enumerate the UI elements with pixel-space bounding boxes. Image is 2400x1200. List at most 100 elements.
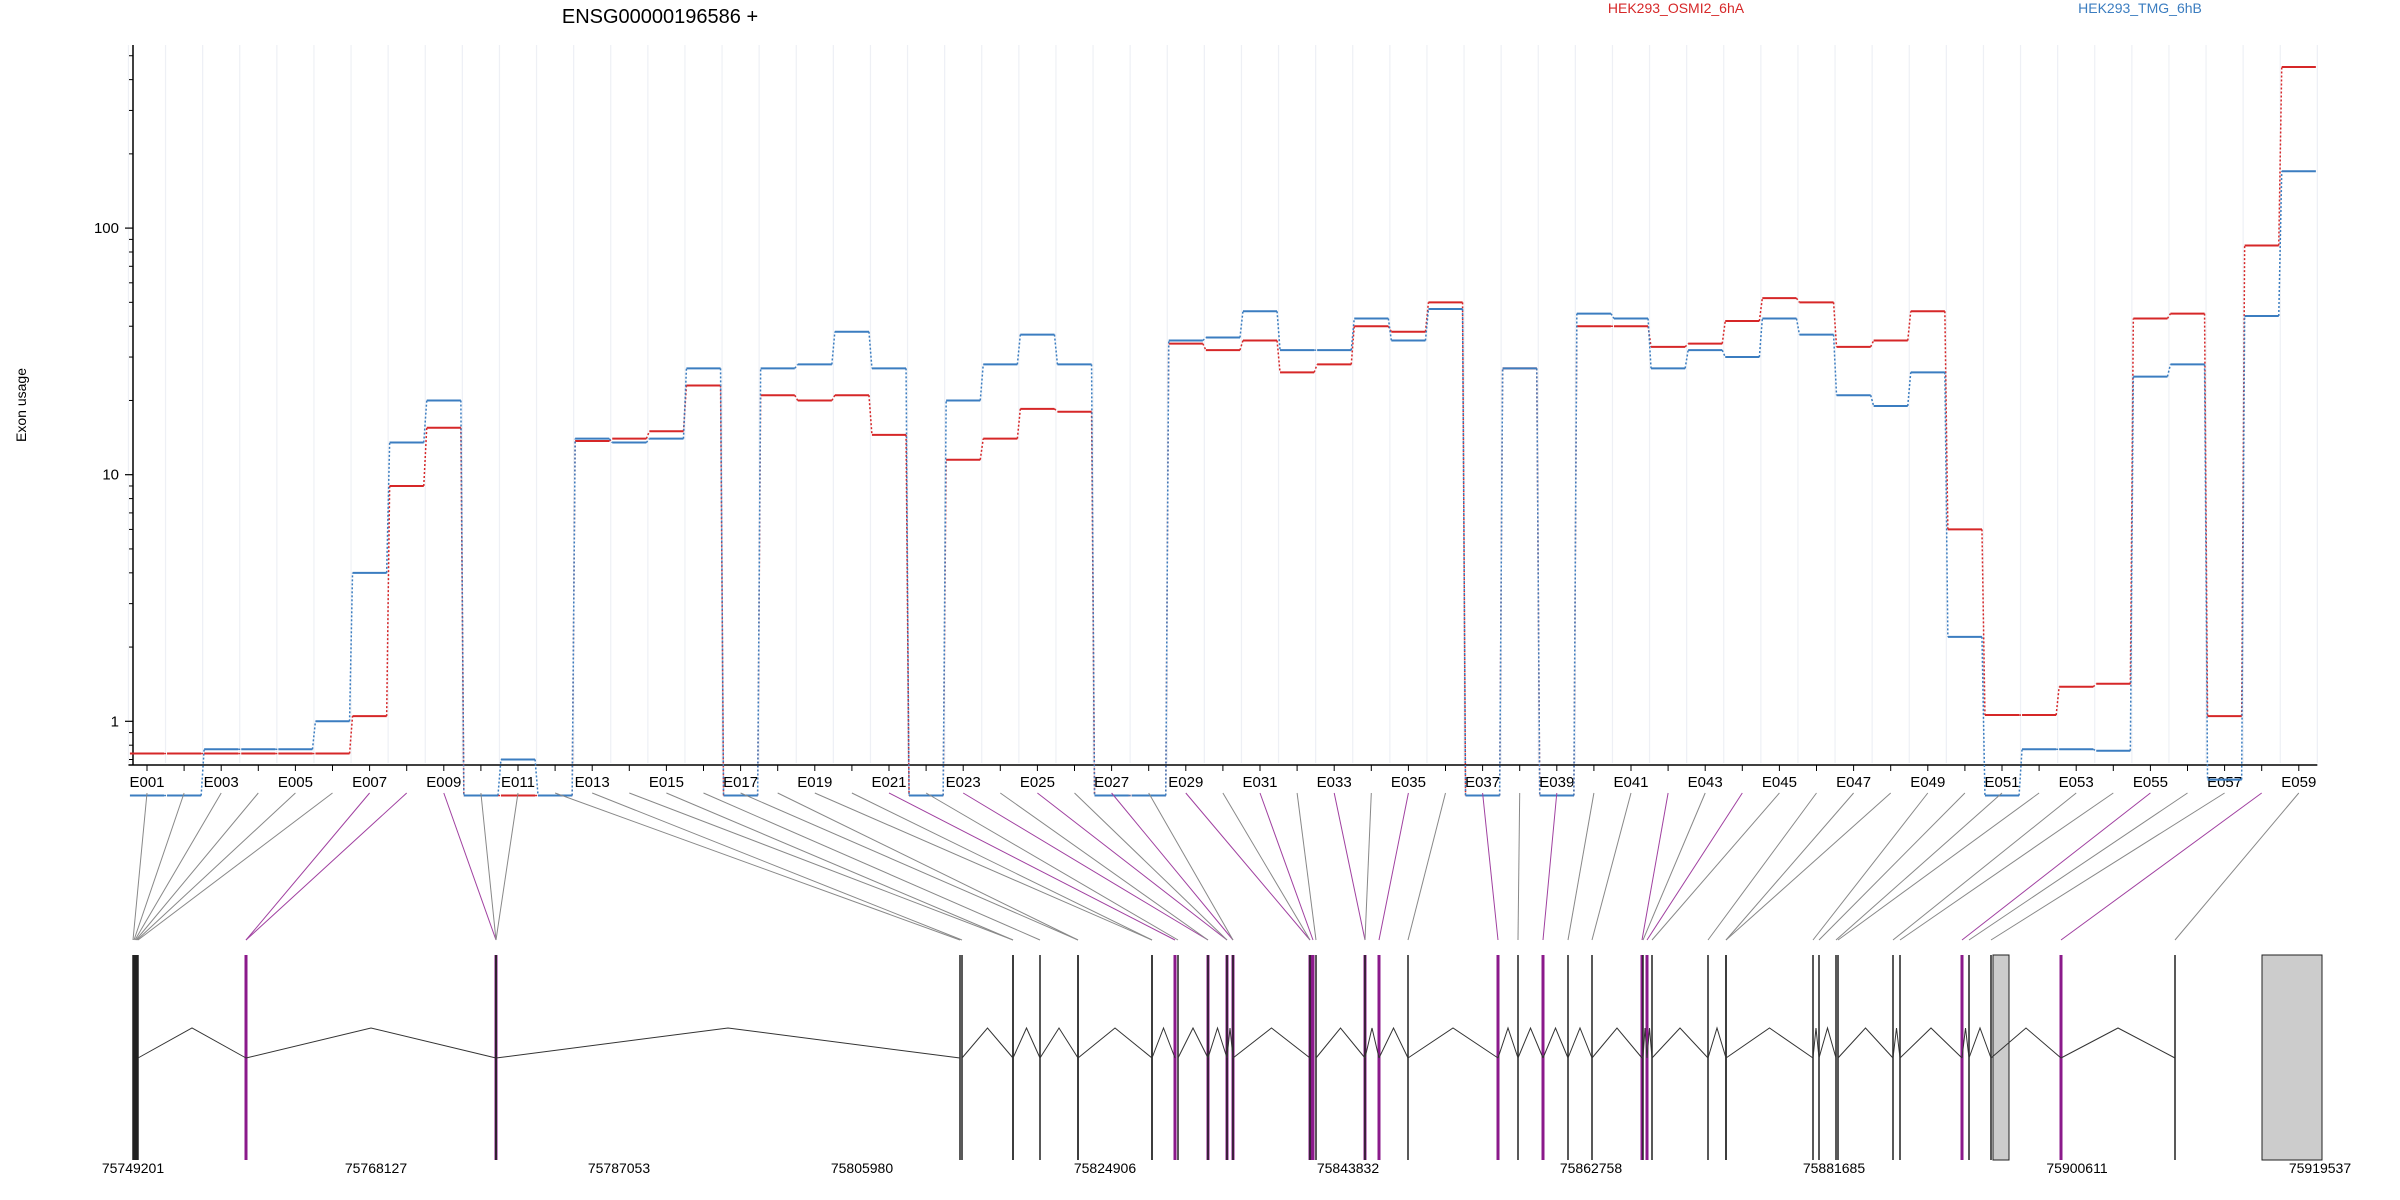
x-tick-label: E035 xyxy=(1391,774,1426,791)
x-tick-label: E009 xyxy=(426,774,461,791)
exon-connector xyxy=(1222,792,1311,941)
intron-line xyxy=(961,1027,1014,1059)
series-connector xyxy=(608,438,613,444)
intron-line xyxy=(1517,1026,1544,1059)
exon-connector xyxy=(1892,792,2077,941)
series-connector xyxy=(1536,368,1541,796)
axes: 1 10 100 E001 E003 E005 E007 E009 E011 E013 E015 E0… xyxy=(94,45,2318,791)
x-tick-label: E047 xyxy=(1836,774,1871,791)
intron-line xyxy=(1646,1027,1653,1059)
intron-line xyxy=(1039,1027,1079,1059)
series-connector xyxy=(1276,311,1281,351)
exon-connector xyxy=(814,792,1153,941)
x-tick-label: E021 xyxy=(871,774,906,791)
exon-connector xyxy=(1812,792,1929,941)
intron-line xyxy=(1707,1026,1727,1059)
exon-connector xyxy=(245,792,408,941)
exon-connector xyxy=(443,792,497,941)
intron-line xyxy=(1177,1026,1209,1059)
exon-connector xyxy=(245,792,370,941)
intron-line xyxy=(245,1027,497,1059)
series-connector xyxy=(1424,302,1430,332)
intron-line xyxy=(1542,1026,1569,1059)
series-connector xyxy=(1795,318,1801,335)
exon-connector xyxy=(1407,792,1446,941)
series-connector xyxy=(1795,297,1801,303)
intron-line xyxy=(1990,1027,2062,1059)
series-connector xyxy=(1461,308,1467,796)
series-connector xyxy=(1610,313,1615,319)
exon-connector xyxy=(592,792,963,941)
intron-line xyxy=(1899,1027,1963,1059)
x-tick-label: E003 xyxy=(204,774,239,791)
series-osmi2 xyxy=(129,66,2316,797)
legend-label-osmi2: HEK293_OSMI2_6hA xyxy=(1608,0,1745,16)
intron-line xyxy=(495,1027,961,1059)
series-connector xyxy=(423,400,428,443)
genomic-coordinate-label: 75881685 xyxy=(1803,1160,1866,1176)
series-connector xyxy=(756,368,762,796)
y-axis-label: Exon usage xyxy=(13,368,29,442)
series-connector xyxy=(1907,311,1912,341)
series-connector xyxy=(2055,686,2060,716)
intron-line xyxy=(1591,1027,1643,1059)
series-connector xyxy=(905,434,910,796)
series-connector xyxy=(1313,364,1318,373)
series-connector xyxy=(1276,340,1281,373)
exon-connector xyxy=(1037,792,1228,941)
x-tick-label: E041 xyxy=(1613,774,1648,791)
intron-line xyxy=(1077,1027,1153,1059)
x-tick-label: E039 xyxy=(1539,774,1574,791)
exon-connector xyxy=(1364,792,1372,941)
x-tick-label: E033 xyxy=(1317,774,1352,791)
series-connector xyxy=(1721,349,1726,358)
exon-connector xyxy=(925,792,1179,941)
exon-connector xyxy=(1818,792,1966,941)
exon-connector xyxy=(1296,792,1317,941)
x-tick-label: E015 xyxy=(649,774,684,791)
exon-connector xyxy=(962,792,1209,941)
exon-connector xyxy=(134,792,222,941)
exon-connector xyxy=(1591,792,1632,941)
series-connector xyxy=(1832,302,1838,347)
series-connector xyxy=(1202,336,1207,342)
exon-connector xyxy=(554,792,961,941)
exon-connector xyxy=(777,792,1079,941)
exon-connector xyxy=(1641,792,1669,941)
x-tick-label: E057 xyxy=(2207,774,2242,791)
x-tick-label: E001 xyxy=(129,774,164,791)
exon-connector xyxy=(851,792,1153,941)
genomic-coordinate-label: 75787053 xyxy=(588,1160,651,1176)
x-tick-label: E027 xyxy=(1094,774,1129,791)
intron-line xyxy=(137,1027,247,1059)
x-tick-label: E055 xyxy=(2133,774,2168,791)
intron-line xyxy=(1961,1027,1970,1059)
x-tick-label: E025 xyxy=(1020,774,1055,791)
series-connector xyxy=(645,430,651,439)
x-tick-label: E019 xyxy=(797,774,832,791)
exon-connector xyxy=(1567,792,1595,941)
series-connector xyxy=(1944,311,1949,530)
x-tick-label: E011 xyxy=(501,774,535,791)
x-tick-label: E043 xyxy=(1688,774,1723,791)
intron-line xyxy=(1012,1026,1041,1059)
x-tick-label: E023 xyxy=(946,774,981,791)
series-connector xyxy=(2092,683,2097,688)
series-connector xyxy=(1907,372,1912,407)
intron-line xyxy=(1497,1026,1519,1059)
exon-connector xyxy=(1725,792,1892,941)
series-connector xyxy=(1016,408,1022,439)
exon-connector xyxy=(133,792,185,941)
exon-connector xyxy=(136,792,296,941)
intron-line xyxy=(1642,1027,1648,1059)
genomic-coordinate-label: 75768127 xyxy=(345,1160,408,1176)
series-connector xyxy=(905,368,910,796)
exon-connector xyxy=(1542,792,1558,941)
exon-connector xyxy=(1378,792,1409,941)
genomic-coordinate-label: 75900611 xyxy=(2046,1160,2107,1176)
x-tick-label: E059 xyxy=(2281,774,2316,791)
series-connector xyxy=(1684,343,1689,348)
exon-connector xyxy=(480,792,497,941)
exon-connector xyxy=(495,792,519,941)
series-connector xyxy=(1239,340,1244,351)
